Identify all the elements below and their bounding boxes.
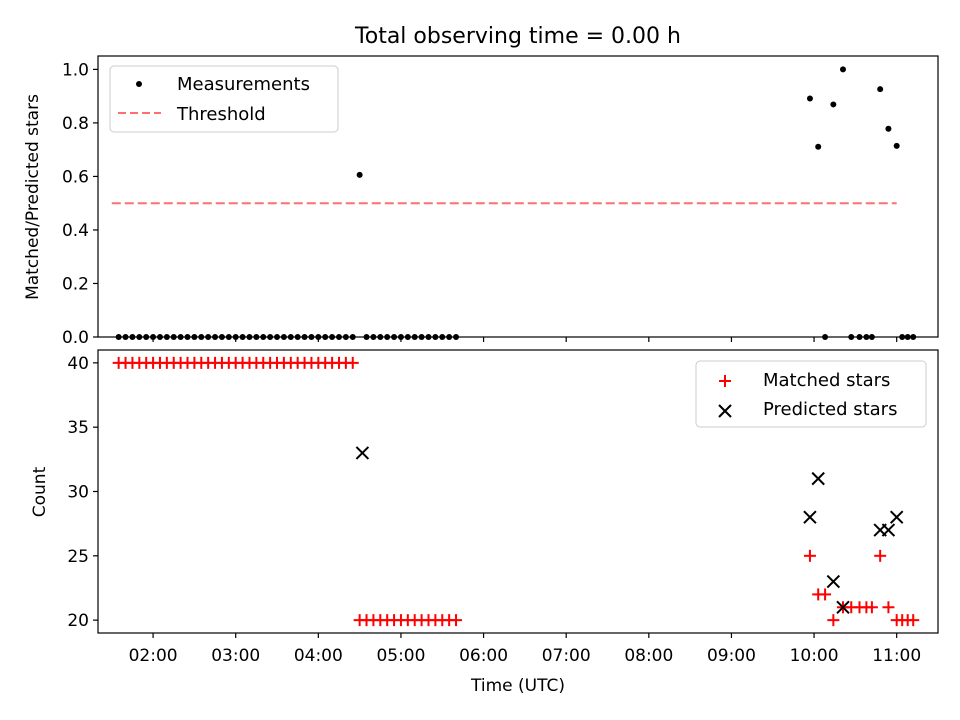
top-legend-box xyxy=(109,65,339,133)
matched-stars-series xyxy=(112,356,920,627)
legend-label-threshold: Threshold xyxy=(176,104,266,125)
measurement-point xyxy=(839,66,846,73)
bottom-panel: 20 25 30 35 40 02:00 03:00 04:00 05:00 06:00 07:0… xyxy=(30,349,939,696)
matched-star-point xyxy=(803,549,816,562)
bottom-x-ticks: 02:00 03:00 04:00 05:00 06:00 07:00 08:00 09:00… xyxy=(129,633,921,666)
bottom-y-tick-label: 30 xyxy=(67,483,89,503)
predicted-star-point xyxy=(836,600,850,614)
matched-star-point xyxy=(827,614,840,627)
x-tick-label: 07:00 xyxy=(542,646,591,666)
matched-star-point xyxy=(865,601,878,614)
top-y-ticks: 0.0 0.2 0.4 0.6 0.8 1.0 xyxy=(62,60,98,348)
x-tick-label: 03:00 xyxy=(211,646,260,666)
matched-star-point xyxy=(819,588,832,601)
legend-marker-predicted xyxy=(718,404,732,418)
predicted-star-point xyxy=(811,471,825,486)
measurement-point xyxy=(893,142,900,149)
predicted-stars-series xyxy=(355,446,904,614)
predicted-star-point xyxy=(803,510,817,524)
bottom-y-tick-label: 35 xyxy=(67,418,89,438)
matched-star-point xyxy=(882,601,895,614)
top-y-tick-label: 1.0 xyxy=(62,60,89,80)
bottom-y-tick-label: 20 xyxy=(67,611,89,631)
predicted-star-point xyxy=(826,574,841,589)
x-tick-label: 11:00 xyxy=(872,646,921,666)
bottom-y-axis-label: Count xyxy=(30,466,50,517)
legend-marker-matched xyxy=(719,375,731,387)
x-tick-label: 08:00 xyxy=(624,646,673,666)
top-panel: 0.0 0.2 0.4 0.6 0.8 1.0 Matched/Predicted sta… xyxy=(23,55,939,348)
legend-label-predicted: Predicted stars xyxy=(763,399,897,420)
figure-title: Total observing time = 0.00 h xyxy=(354,24,681,49)
top-y-tick-label: 0.0 xyxy=(62,328,89,348)
matched-star-point xyxy=(874,549,887,562)
bottom-y-ticks: 20 25 30 35 40 xyxy=(67,354,98,631)
top-y-tick-label: 0.2 xyxy=(62,274,89,294)
measurement-point xyxy=(356,171,363,178)
x-tick-label: 10:00 xyxy=(790,646,839,666)
x-tick-label: 02:00 xyxy=(129,646,178,666)
legend-label-matched: Matched stars xyxy=(763,370,890,391)
top-y-tick-label: 0.4 xyxy=(62,221,89,241)
predicted-star-point xyxy=(881,523,896,537)
measurement-point xyxy=(885,125,892,132)
x-tick-label: 06:00 xyxy=(459,646,508,666)
x-tick-label: 09:00 xyxy=(707,646,756,666)
matched-star-point xyxy=(346,356,359,369)
top-y-tick-label: 0.6 xyxy=(62,167,89,187)
bottom-legend-box xyxy=(695,360,927,428)
bottom-plot-frame xyxy=(97,349,939,634)
bottom-legend: Matched stars Predicted stars xyxy=(695,360,927,428)
top-y-tick-label: 0.8 xyxy=(62,114,89,134)
predicted-star-point xyxy=(355,446,370,460)
measurement-point xyxy=(806,95,813,102)
measurement-point xyxy=(877,86,884,93)
x-tick-label: 04:00 xyxy=(294,646,343,666)
top-plot-frame xyxy=(97,55,939,338)
bottom-y-tick-label: 40 xyxy=(67,354,89,374)
matched-star-point xyxy=(907,614,920,627)
measurement-point xyxy=(815,143,822,150)
x-tick-label: 05:00 xyxy=(376,646,425,666)
bottom-y-tick-label: 25 xyxy=(67,547,89,567)
top-y-axis-label: Matched/Predicted stars xyxy=(23,94,43,300)
predicted-star-point xyxy=(889,510,904,524)
top-legend: Measurements Threshold xyxy=(109,65,339,133)
measurement-point xyxy=(830,101,837,108)
x-axis-label: Time (UTC) xyxy=(470,676,565,696)
legend-marker-measurements xyxy=(136,81,142,87)
legend-label-measurements: Measurements xyxy=(177,74,310,95)
matched-star-point xyxy=(450,614,463,627)
